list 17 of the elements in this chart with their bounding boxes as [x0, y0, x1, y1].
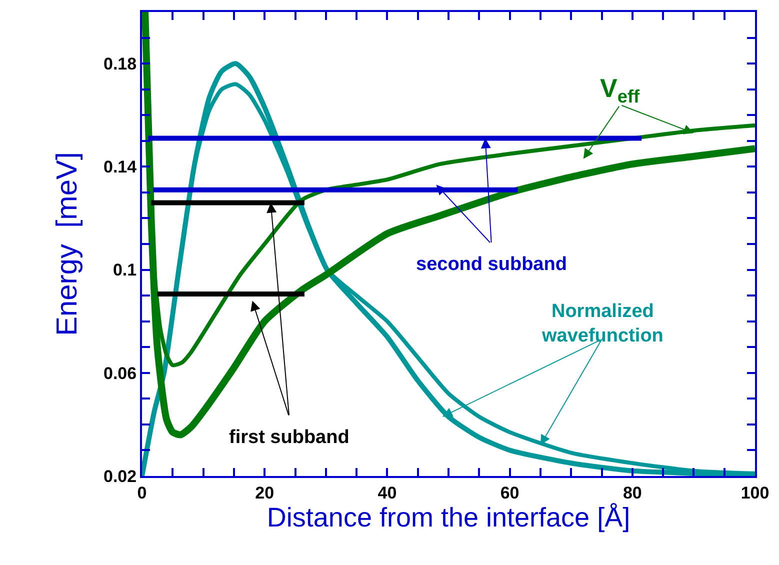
y-tick-label: 0.02 — [104, 466, 137, 486]
x-tick-label: 100 — [740, 483, 770, 502]
y-tick-label: 0.06 — [104, 364, 137, 383]
x-tick-label: 20 — [255, 483, 274, 502]
x-axis-title: Distance from the interface [Å] — [266, 502, 630, 532]
x-tick-label: 40 — [378, 483, 397, 502]
y-tick-label: 0.14 — [104, 158, 138, 177]
annotation: second subband — [416, 254, 567, 275]
annotation: first subband — [229, 427, 350, 448]
y-axis-title: Energy [meV] — [51, 152, 84, 336]
x-tick-label: 80 — [622, 483, 642, 502]
x-tick-label: 0 — [137, 483, 147, 502]
x-tick-label: 60 — [500, 483, 520, 502]
annotation: V$_{eff}$ — [600, 73, 641, 106]
y-tick-label: 0.18 — [104, 54, 137, 74]
y-tick-label: 0.1 — [112, 260, 137, 280]
annotation: Normalized wavefunction — [541, 301, 664, 347]
